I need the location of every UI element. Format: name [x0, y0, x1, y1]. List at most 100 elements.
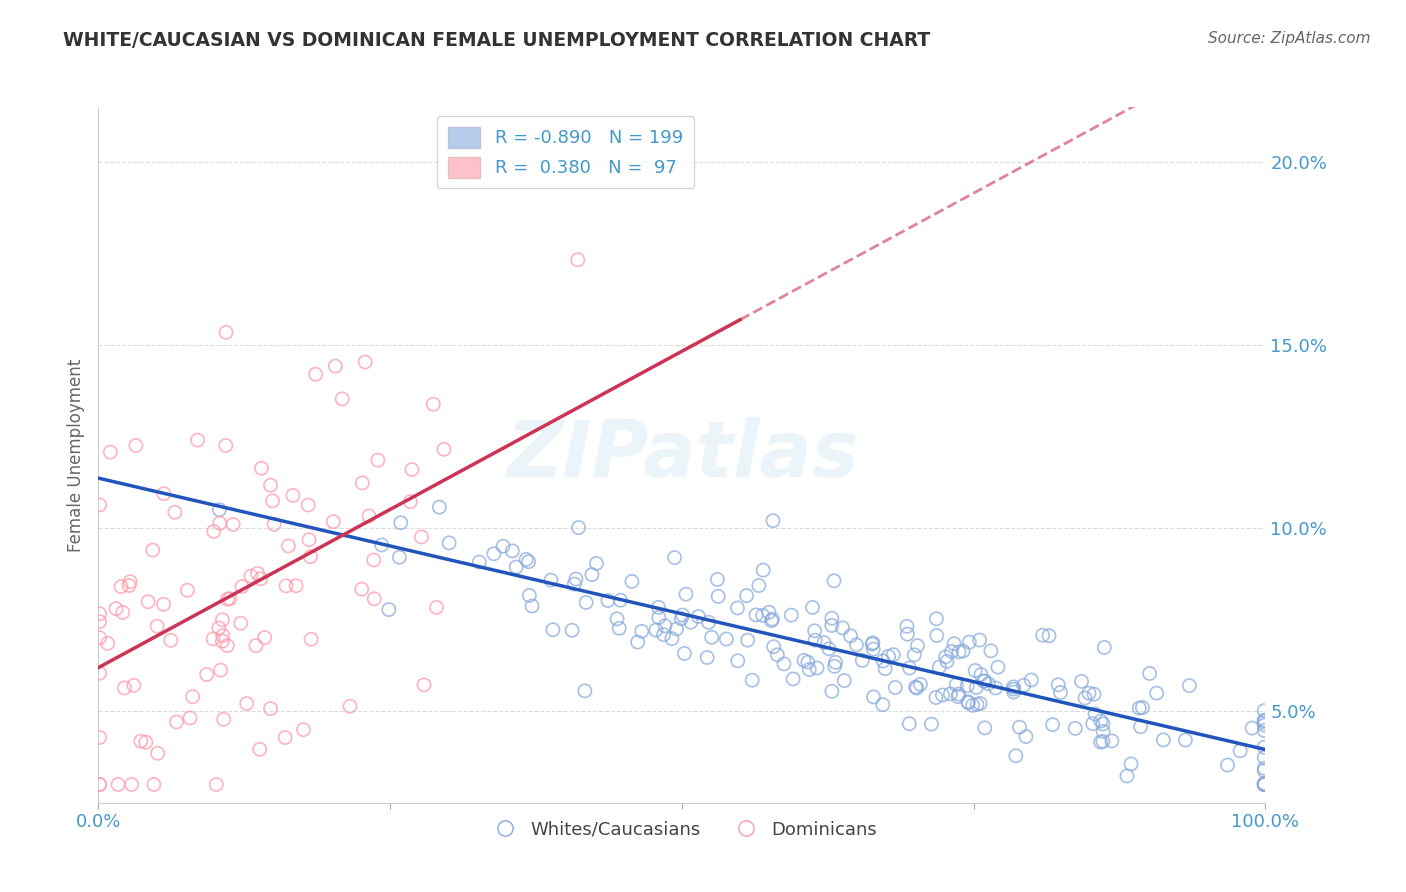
Point: [987, 660, 1010, 674]
Point: [215, 326, 238, 340]
Point: [707, 590, 730, 604]
Point: [567, 520, 589, 534]
Point: [1012, 678, 1035, 692]
Point: [129, 734, 152, 748]
Point: [1004, 748, 1026, 763]
Point: [215, 438, 238, 452]
Point: [1253, 764, 1275, 778]
Point: [235, 697, 257, 711]
Point: [322, 515, 344, 529]
Point: [884, 681, 907, 695]
Point: [1253, 704, 1275, 718]
Point: [246, 566, 269, 581]
Point: [437, 536, 460, 550]
Point: [965, 681, 987, 695]
Point: [163, 505, 186, 519]
Point: [231, 580, 253, 594]
Point: [425, 600, 447, 615]
Point: [745, 607, 768, 622]
Point: [896, 627, 918, 641]
Point: [1253, 714, 1275, 728]
Point: [575, 595, 598, 609]
Point: [1129, 720, 1152, 734]
Point: [299, 632, 322, 647]
Point: [1128, 701, 1150, 715]
Point: [492, 539, 515, 553]
Point: [935, 649, 957, 664]
Point: [1132, 700, 1154, 714]
Point: [299, 549, 322, 564]
Point: [211, 634, 233, 648]
Point: [195, 667, 218, 681]
Point: [1091, 734, 1114, 748]
Point: [948, 645, 970, 659]
Point: [696, 650, 718, 665]
Point: [946, 690, 969, 704]
Point: [801, 600, 824, 615]
Point: [218, 591, 240, 606]
Point: [209, 663, 232, 677]
Point: [1146, 686, 1168, 700]
Point: [1139, 666, 1161, 681]
Point: [966, 698, 988, 712]
Point: [862, 690, 884, 704]
Point: [845, 638, 868, 652]
Point: [89, 777, 111, 791]
Point: [574, 684, 596, 698]
Point: [517, 555, 540, 569]
Point: [501, 544, 523, 558]
Point: [1032, 628, 1054, 642]
Point: [609, 593, 631, 607]
Point: [1253, 718, 1275, 732]
Point: [211, 613, 233, 627]
Point: [208, 502, 231, 516]
Point: [727, 654, 749, 668]
Point: [89, 498, 111, 512]
Point: [688, 609, 710, 624]
Point: [679, 615, 702, 629]
Point: [515, 552, 537, 566]
Point: [941, 644, 963, 658]
Point: [1253, 714, 1275, 728]
Point: [706, 573, 728, 587]
Point: [222, 517, 245, 532]
Point: [250, 461, 273, 475]
Point: [700, 630, 723, 644]
Point: [948, 687, 970, 701]
Point: [1074, 691, 1097, 706]
Point: [671, 612, 693, 626]
Point: [122, 678, 145, 692]
Point: [292, 723, 315, 737]
Point: [782, 672, 804, 686]
Point: [1002, 685, 1025, 699]
Point: [259, 478, 281, 492]
Point: [931, 688, 953, 702]
Point: [661, 632, 683, 646]
Point: [860, 637, 883, 651]
Point: [105, 601, 128, 615]
Point: [281, 488, 304, 502]
Point: [1253, 761, 1275, 775]
Point: [581, 567, 603, 582]
Point: [1241, 721, 1264, 735]
Point: [540, 573, 562, 587]
Point: [762, 640, 785, 654]
Point: [1119, 756, 1142, 771]
Point: [433, 442, 456, 457]
Point: [957, 635, 980, 649]
Point: [758, 605, 780, 619]
Y-axis label: Female Unemployment: Female Unemployment: [66, 359, 84, 551]
Point: [627, 635, 650, 649]
Point: [862, 642, 884, 657]
Point: [305, 368, 328, 382]
Point: [905, 681, 928, 695]
Point: [1078, 686, 1101, 700]
Point: [727, 601, 749, 615]
Point: [735, 589, 758, 603]
Point: [761, 614, 783, 628]
Point: [977, 677, 1000, 691]
Point: [751, 608, 773, 623]
Point: [89, 615, 111, 629]
Point: [737, 633, 759, 648]
Point: [378, 602, 401, 616]
